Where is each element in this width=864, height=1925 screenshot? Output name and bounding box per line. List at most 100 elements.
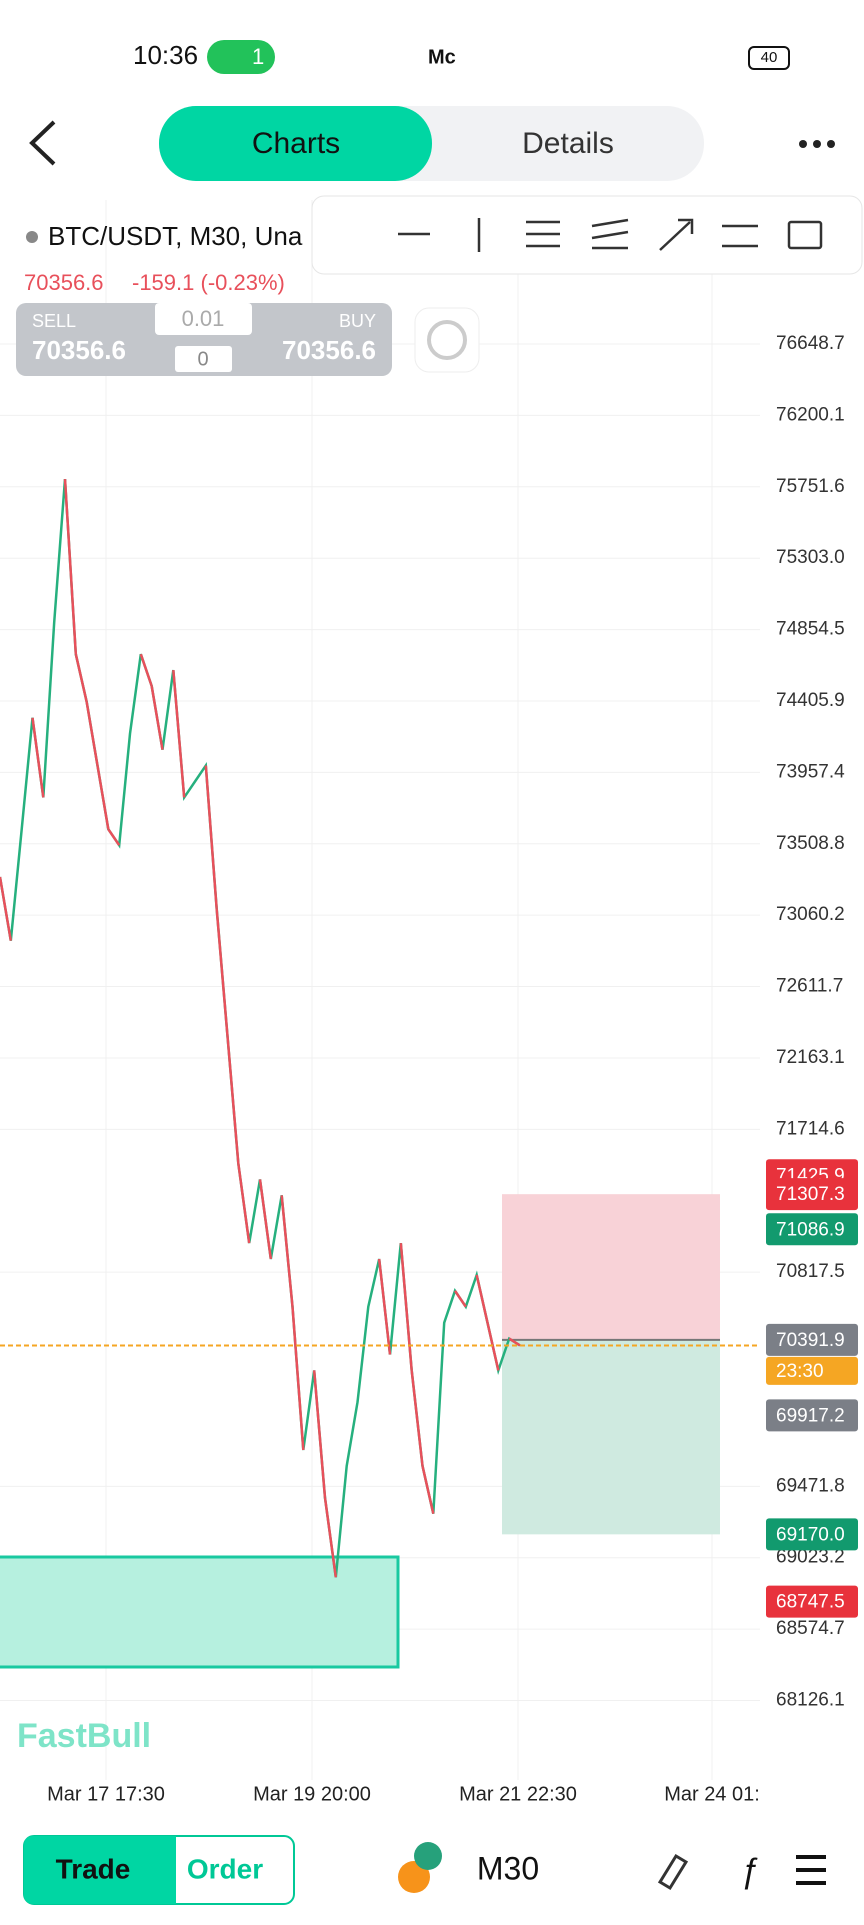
price-down-segment (453, 1290, 467, 1308)
price-down-segment (312, 1370, 327, 1498)
menu-button[interactable] (796, 1855, 826, 1885)
price-down-segment (139, 653, 153, 687)
tab-active[interactable] (159, 106, 432, 181)
y-tick-label: 76648.7 (776, 333, 845, 354)
price-tag-label: 69170.0 (776, 1524, 845, 1545)
price-down-segment (31, 717, 45, 798)
trade-button[interactable]: Trade (56, 1853, 131, 1884)
y-tick-label: 68126.1 (776, 1690, 845, 1711)
tab-charts[interactable]: Charts (252, 127, 340, 160)
y-tick-label: 73060.2 (776, 904, 845, 925)
y-tick-label: 69023.2 (776, 1547, 845, 1568)
watermark: FastBull (17, 1717, 151, 1755)
price-down-segment (107, 828, 121, 846)
battery-level: 40 (761, 49, 778, 66)
price-down-segment (172, 669, 186, 798)
price-down-segment (0, 876, 13, 941)
y-tick-label: 75303.0 (776, 547, 845, 568)
price-down-segment (410, 1370, 424, 1467)
y-tick-label: 76200.1 (776, 404, 845, 425)
buy-price[interactable]: 70356.6 (282, 335, 376, 365)
x-tick-label: Mar 24 01: (664, 1783, 760, 1805)
status-app: Mc (428, 46, 456, 68)
price-down-segment (280, 1195, 294, 1307)
price-down-segment (475, 1274, 489, 1323)
countdown-tag (766, 1356, 858, 1385)
risk-zone (502, 1194, 720, 1340)
y-tick-label: 68574.7 (776, 1618, 845, 1639)
y-tick-label: 70817.5 (776, 1261, 845, 1282)
price-tag-label: 71086.9 (776, 1219, 845, 1240)
price-tag (766, 1323, 858, 1356)
price-down-segment (150, 685, 164, 750)
y-tick-label: 69471.8 (776, 1475, 845, 1496)
x-tick-label: Mar 19 20:00 (253, 1783, 371, 1805)
sell-price[interactable]: 70356.6 (32, 335, 126, 365)
price-down-segment (421, 1465, 435, 1514)
x-tick-label: Mar 17 17:30 (47, 1783, 165, 1805)
y-tick-label: 71714.6 (776, 1118, 845, 1139)
more-button[interactable] (799, 140, 835, 148)
y-tick-label: 73957.4 (776, 761, 845, 782)
buy-label[interactable]: BUY (339, 311, 376, 331)
symbol-dot (26, 231, 38, 243)
price-down-segment (237, 1163, 251, 1244)
price-tag (766, 1399, 858, 1432)
draw-button[interactable] (657, 1853, 689, 1891)
sell-label[interactable]: SELL (32, 311, 76, 331)
price-tag (766, 1585, 858, 1618)
price-down-segment (291, 1306, 305, 1451)
order-button[interactable]: Order (187, 1853, 263, 1884)
back-button[interactable] (29, 120, 56, 166)
y-tick-label: 74854.5 (776, 619, 845, 640)
toolbar-icons[interactable] (398, 218, 823, 252)
price-tag (766, 1178, 858, 1211)
y-tick-label: 72611.7 (776, 976, 843, 997)
price-down-segment (258, 1179, 273, 1260)
hotspot-count: 1 (252, 44, 264, 69)
lot-size[interactable]: 0.01 (182, 306, 225, 331)
order-panel (16, 303, 392, 376)
price-down-segment (204, 765, 218, 909)
chart: 76648.7 76200.1 75751.6 75303.0 74854.5 74405… (0, 200, 858, 1805)
price-tag-label: 68747.5 (776, 1592, 845, 1613)
y-tick-label: 72163.1 (776, 1047, 845, 1068)
symbol-change: -159.1 (-0.23%) (132, 270, 285, 295)
count-box[interactable] (175, 346, 232, 372)
zone-box (0, 1555, 400, 1669)
price-down-segment (63, 479, 78, 655)
lot-box[interactable] (155, 303, 252, 335)
trade-active[interactable] (24, 1836, 176, 1904)
price-tag-label: 69917.2 (776, 1405, 845, 1426)
price-down-segment (323, 1497, 338, 1578)
history-icon (427, 320, 467, 360)
coin-icon (398, 1861, 430, 1893)
price-tag-label: 71307.3 (776, 1184, 845, 1205)
indicator-button[interactable]: ƒ (740, 1852, 759, 1891)
history-button[interactable] (414, 307, 480, 373)
y-tick-label: 73508.8 (776, 833, 845, 854)
price-down-segment (377, 1258, 392, 1355)
price-down-segment (96, 765, 110, 830)
price-down-segment (399, 1242, 413, 1371)
price-down-segment (85, 701, 99, 766)
tab-details[interactable]: Details (522, 127, 614, 160)
price-line (0, 479, 521, 1578)
count[interactable]: 0 (197, 348, 208, 370)
price-down-segment (486, 1322, 500, 1371)
coin-icon-2 (414, 1842, 442, 1870)
price-down-segment (74, 653, 88, 703)
y-tick-label: 75751.6 (776, 476, 845, 497)
y-tick-label: 74405.9 (776, 690, 845, 711)
symbol-name: BTC/USDT, M30, Una (48, 221, 303, 251)
symbol-price: 70356.6 (24, 270, 104, 295)
price-tag (766, 1213, 858, 1246)
timeframe[interactable]: M30 (477, 1850, 539, 1886)
price-tag-label: 70391.9 (776, 1330, 845, 1351)
price-down-segment (226, 1036, 240, 1164)
price-tag (766, 1518, 858, 1551)
countdown: 23:30 (776, 1361, 824, 1382)
battery (748, 46, 790, 70)
reward-zone (502, 1339, 720, 1535)
status-time: 10:36 (133, 40, 198, 70)
